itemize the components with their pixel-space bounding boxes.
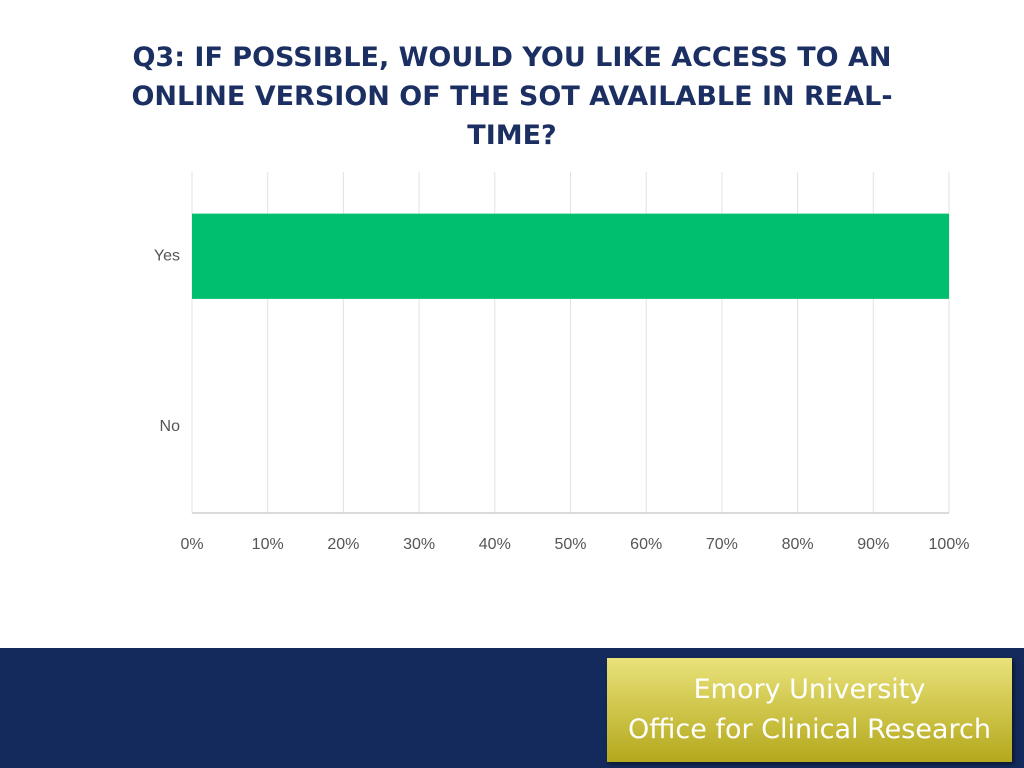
x-tick-label: 70% (706, 536, 738, 553)
y-tick-label: Yes (154, 247, 180, 264)
x-tick-label: 80% (782, 536, 814, 553)
footer-line: Emory University (693, 674, 926, 705)
x-tick-label: 30% (403, 536, 435, 553)
x-tick-label: 0% (180, 536, 203, 553)
y-tick-label: No (160, 418, 181, 435)
footer-line: Office for Clinical Research (628, 714, 991, 745)
x-tick-label: 100% (929, 536, 970, 553)
chart-title: Q3: IF POSSIBLE, WOULD YOU LIKE ACCESS T… (131, 42, 893, 151)
x-tick-label: 40% (479, 536, 511, 553)
footer-badge: Emory University Office for Clinical Res… (607, 658, 1012, 762)
x-tick-label: 90% (857, 536, 889, 553)
x-tick-label: 10% (252, 536, 284, 553)
chart: 0% 10% 20% 30% 40% 50% 60% 70% 80% 90% 100% Yes No (154, 172, 970, 553)
x-tick-label: 20% (327, 536, 359, 553)
bar (192, 213, 949, 299)
x-tick-label: 50% (554, 536, 586, 553)
x-tick-label: 60% (630, 536, 662, 553)
